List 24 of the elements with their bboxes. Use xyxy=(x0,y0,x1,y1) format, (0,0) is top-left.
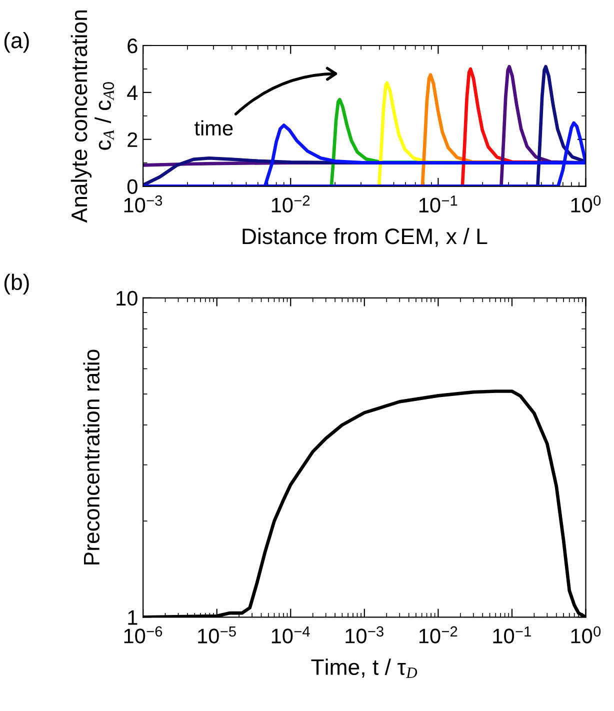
y-tick-label: 0 xyxy=(127,179,138,194)
x-tick-label: 10$^{−3}$ xyxy=(124,195,162,212)
y-tick-label: 1 xyxy=(128,610,138,625)
x-tick-label: 10$^{−1}$ xyxy=(419,196,458,213)
x-tick-label: 10$^{−6}$ xyxy=(124,626,162,644)
x-tick-label: 10$^{0}$ xyxy=(571,195,601,212)
chart-title: (b) xyxy=(4,274,29,294)
y-tick-label: 6 xyxy=(128,38,138,54)
x-tick-label: 10$^{−2}$ xyxy=(272,195,310,212)
x-axis-title: Time, t / τ$_{D}$ xyxy=(311,658,418,678)
y-tick-label: 2 xyxy=(128,132,138,147)
y-axis-title: Analyte concentration c$_{A}$ / c$_{A0}$ xyxy=(70,10,114,223)
x-axis-title: Distance from CEM, x / L xyxy=(242,228,488,247)
chart-title: (a) xyxy=(4,32,29,53)
x-tick-label: 10$^{−1}$ xyxy=(493,626,531,644)
x-tick-label: 10$^{0}$ xyxy=(571,626,601,644)
x-tick-label: 10$^{−4}$ xyxy=(272,626,310,644)
x-tick-label: 10$^{−3}$ xyxy=(346,626,384,644)
y-tick-label: 10 xyxy=(116,290,138,306)
x-tick-label: 10$^{−2}$ xyxy=(419,626,458,644)
y-tick-label: 4 xyxy=(127,86,138,100)
x-tick-label: 10$^{−5}$ xyxy=(198,626,236,644)
annotation: time xyxy=(194,120,233,136)
y-axis-title: Preconcentration ratio xyxy=(83,350,100,564)
